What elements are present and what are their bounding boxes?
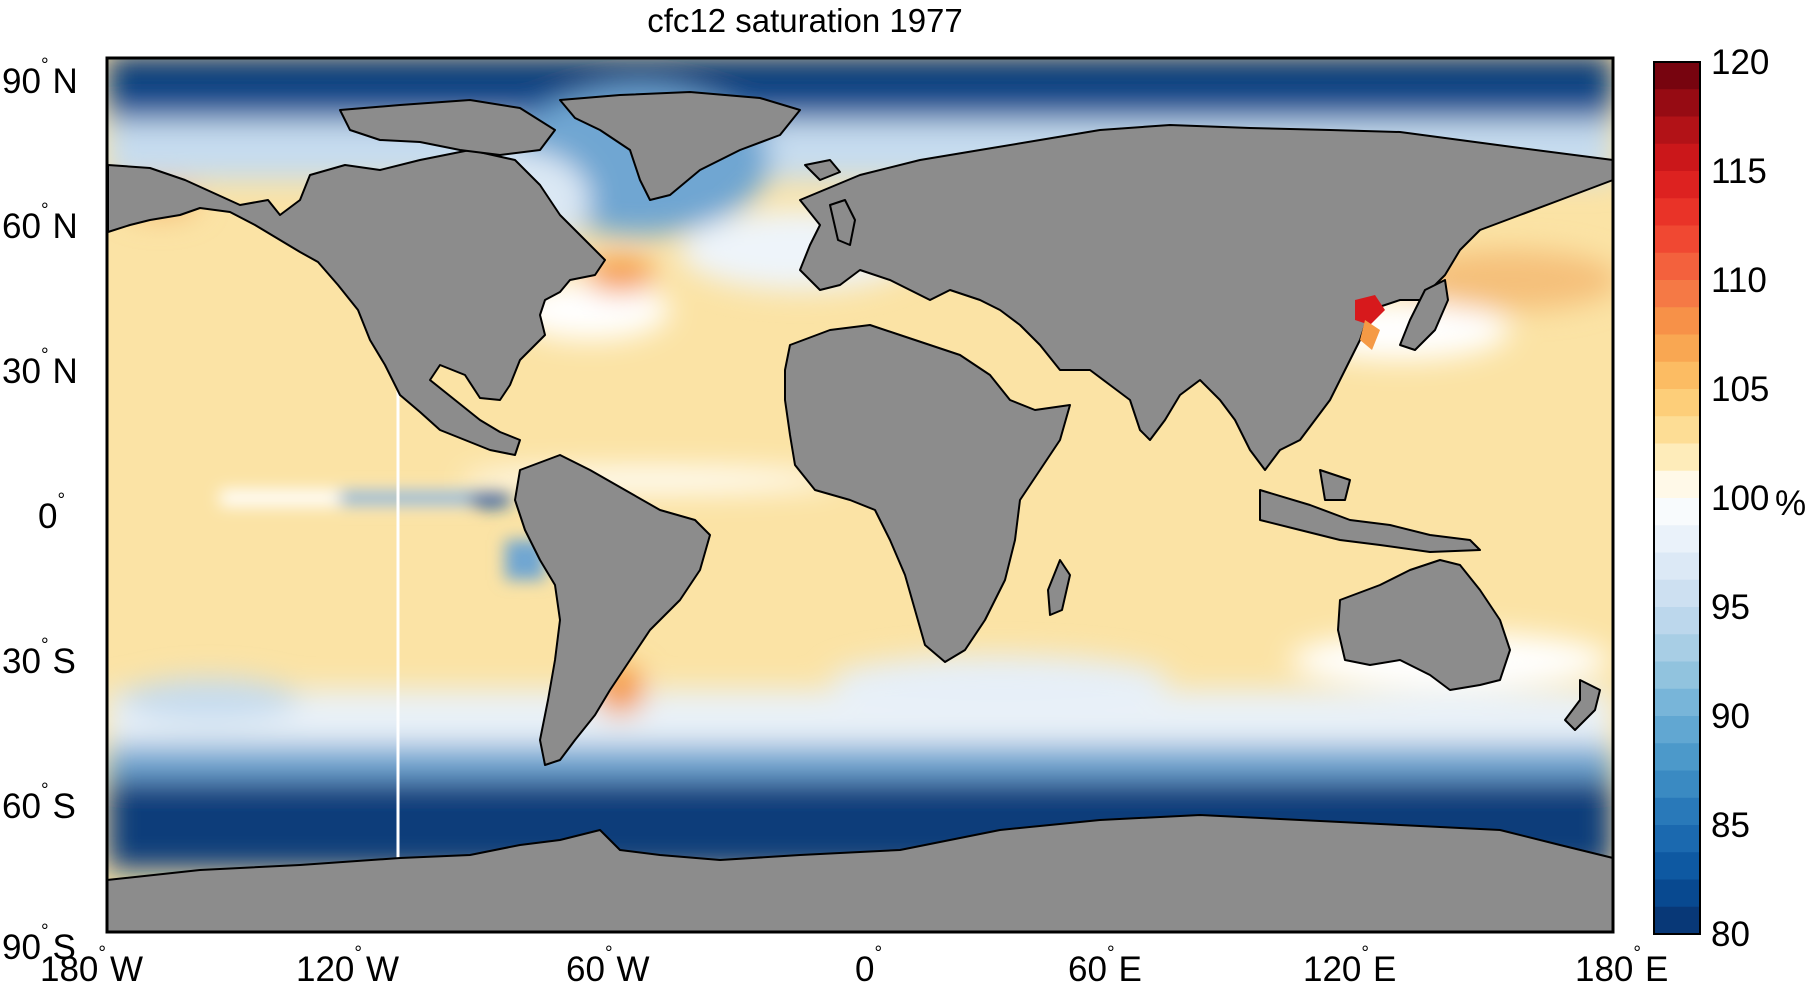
colorbar-tick-80: 80: [1711, 915, 1750, 954]
lon-label-6: 180° E: [1575, 943, 1669, 989]
colorbar-swatch: [1654, 716, 1700, 744]
colorbar-swatch: [1654, 634, 1700, 663]
indonesia: [1259, 489, 1481, 553]
lat-label-2: 30° N: [2, 345, 78, 391]
japan: [1399, 279, 1449, 351]
southeast-asia-islands: [1319, 469, 1351, 501]
lon-label-4: 60° E: [1068, 943, 1142, 989]
colorbar-swatch: [1654, 661, 1700, 690]
colorbar-frame: [1653, 61, 1701, 935]
north-america: [107, 149, 606, 456]
colorbar-swatch: [1654, 852, 1700, 881]
colorbar-swatch: [1654, 879, 1700, 908]
lat-label-3: 0°: [38, 490, 66, 536]
colorbar-swatch: [1654, 334, 1700, 363]
colorbar-swatch: [1654, 307, 1700, 336]
antarctica: [106, 814, 1614, 933]
colorbar-swatch: [1654, 743, 1700, 772]
lat-label-0: 90° N: [2, 55, 78, 101]
colorbar-tick-115: 115: [1711, 152, 1767, 191]
lat-label-1: 60° N: [2, 200, 78, 246]
lon-label-0: 180° W: [40, 943, 144, 989]
colorbar-swatch: [1654, 225, 1700, 254]
yellow-sea-hotspot: [1355, 295, 1385, 325]
colorbar-swatch: [1654, 89, 1700, 118]
colorbar-swatch: [1654, 770, 1700, 799]
lon-label-5: 120° E: [1303, 943, 1397, 989]
colorbar-tick-85: 85: [1711, 806, 1750, 845]
colorbar-swatch: [1654, 906, 1700, 935]
colorbar-swatch: [1654, 525, 1700, 554]
new-zealand: [1564, 679, 1601, 731]
colorbar-swatch: [1654, 252, 1700, 281]
colorbar-swatch: [1654, 62, 1700, 90]
madagascar: [1047, 559, 1071, 616]
australia: [1337, 559, 1511, 691]
southern-white-band: [107, 690, 1613, 745]
colorbar-swatch: [1654, 198, 1700, 227]
colorbar-tick-110: 110: [1711, 261, 1767, 300]
map-title: cfc12 saturation 1977: [647, 2, 963, 39]
south-america: [514, 454, 711, 766]
colorbar-swatch: [1654, 143, 1700, 172]
colorbar-swatch: [1654, 443, 1700, 472]
colorbar-swatch: [1654, 116, 1700, 145]
colorbar-swatch: [1654, 607, 1700, 635]
colorbar-swatch: [1654, 579, 1700, 608]
colorbar-swatch: [1654, 552, 1700, 581]
colorbar-swatch: [1654, 389, 1700, 417]
greenland: [559, 91, 801, 201]
colorbar-swatch: [1654, 498, 1700, 526]
europe-asia: [799, 124, 1614, 471]
colorbar-swatch: [1654, 825, 1700, 853]
lon-label-3: 0°: [855, 943, 883, 989]
lat-label-4: 30° S: [2, 635, 76, 681]
africa: [784, 324, 1071, 663]
colorbar-swatch: [1654, 361, 1700, 390]
colorbar: [1654, 62, 1700, 935]
colorbar-swatch: [1654, 470, 1700, 499]
colorbar-swatch: [1654, 416, 1700, 445]
colorbar-tick-120: 120: [1711, 43, 1770, 82]
lat-label-6: 90° S: [2, 921, 76, 967]
colorbar-swatch: [1654, 797, 1700, 826]
colorbar-tick-105: 105: [1711, 370, 1770, 409]
colorbar-swatch: [1654, 171, 1700, 199]
land-masses: [106, 91, 1614, 933]
colorbar-tick-95: 95: [1711, 588, 1750, 627]
lon-label-2: 60° W: [566, 943, 650, 989]
colorbar-swatch: [1654, 280, 1700, 308]
plot-frame: [105, 56, 1615, 934]
lon-label-1: 120° W: [296, 943, 400, 989]
colorbar-unit: %: [1775, 484, 1807, 523]
colorbar-swatch: [1654, 688, 1700, 717]
lat-label-5: 60° S: [2, 780, 76, 826]
colorbar-tick-90: 90: [1711, 697, 1750, 736]
iceland: [804, 159, 841, 181]
uk-ireland: [829, 199, 856, 246]
arctic-islands: [339, 99, 556, 156]
colorbar-tick-100: 100: [1711, 479, 1770, 518]
